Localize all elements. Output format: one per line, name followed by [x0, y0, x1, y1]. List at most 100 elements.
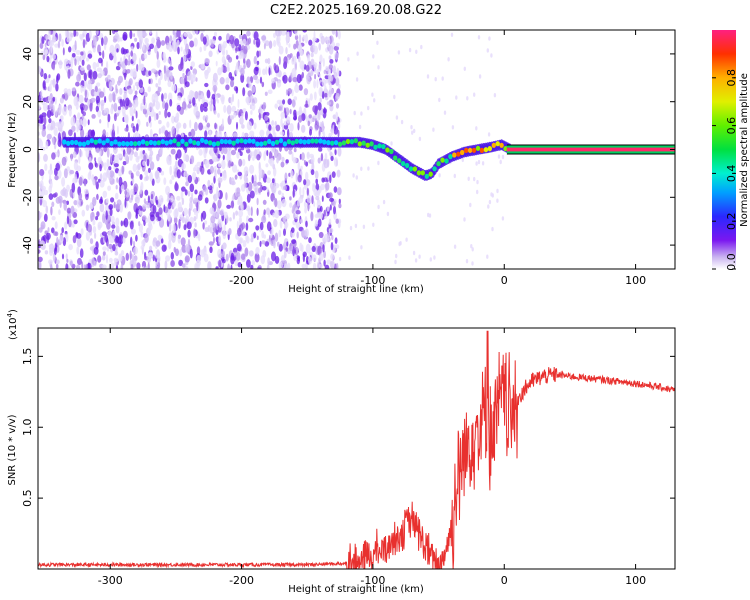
noise-speck — [130, 236, 133, 246]
colorbar-tick-label: 0.8 — [725, 69, 738, 87]
signal-point — [310, 138, 315, 144]
noise-speck — [265, 66, 268, 76]
noise-speck — [120, 184, 125, 192]
noise-speck — [173, 208, 178, 219]
noise-speck — [165, 255, 171, 262]
noise-speck — [119, 88, 123, 95]
noise-speck — [251, 260, 256, 266]
noise-speck — [209, 246, 213, 253]
noise-speck — [108, 93, 113, 103]
noise-speck — [349, 225, 353, 231]
noise-speck — [267, 170, 271, 176]
noise-speck — [119, 234, 122, 244]
noise-speck — [40, 71, 44, 76]
noise-speck — [52, 104, 55, 115]
noise-speck — [496, 198, 499, 203]
noise-speck — [69, 169, 75, 175]
noise-speck — [335, 42, 340, 47]
noise-speck — [38, 256, 43, 262]
signal-point — [168, 139, 173, 145]
noise-speck — [54, 175, 59, 181]
noise-speck — [97, 255, 102, 263]
noise-speck — [301, 152, 305, 161]
noise-speck — [245, 96, 250, 104]
noise-speck — [324, 85, 327, 93]
noise-speck — [78, 176, 83, 186]
noise-speck — [235, 65, 238, 76]
noise-speck — [75, 119, 81, 126]
noise-speck — [219, 172, 223, 177]
noise-speck — [58, 209, 61, 216]
noise-speck — [334, 237, 338, 245]
noise-speck — [52, 136, 55, 145]
noise-speck — [226, 66, 230, 72]
noise-speck — [189, 94, 193, 100]
noise-speck — [278, 45, 284, 55]
noise-speck — [261, 240, 266, 245]
noise-speck — [124, 189, 128, 196]
signal-point — [464, 147, 469, 153]
noise-speck — [223, 224, 226, 232]
noise-speck — [405, 237, 408, 242]
noise-speck — [92, 219, 96, 226]
noise-speck — [93, 246, 99, 255]
x-tick-label: -200 — [229, 574, 254, 587]
noise-speck — [303, 88, 309, 96]
noise-speck — [99, 148, 102, 157]
noise-speck — [196, 201, 199, 212]
noise-speck — [189, 40, 195, 48]
noise-speck — [217, 67, 223, 76]
noise-speck — [204, 82, 209, 88]
noise-speck — [55, 263, 59, 269]
noise-speck — [182, 101, 187, 110]
noise-speck — [282, 216, 286, 222]
noise-speck — [320, 183, 325, 191]
noise-speck — [181, 263, 186, 268]
noise-speck — [377, 160, 380, 166]
noise-speck — [199, 165, 202, 172]
noise-speck — [253, 39, 256, 45]
noise-speck — [38, 131, 41, 137]
noise-speck — [232, 93, 234, 103]
noise-speck — [167, 191, 170, 202]
noise-speck — [204, 197, 209, 204]
noise-speck — [271, 178, 275, 184]
y-tick-label: 1.0 — [21, 418, 34, 436]
noise-speck — [184, 255, 190, 263]
noise-speck — [487, 204, 490, 209]
signal-point — [231, 140, 236, 146]
noise-speck — [481, 161, 485, 166]
signal-point — [373, 144, 378, 150]
noise-speck — [150, 193, 154, 200]
noise-speck — [278, 229, 282, 238]
noise-speck — [305, 64, 310, 72]
noise-speck — [137, 64, 142, 71]
noise-speck — [499, 159, 502, 165]
noise-speck — [59, 97, 64, 104]
noise-speck — [215, 266, 219, 269]
noise-speck — [288, 150, 293, 155]
noise-speck — [156, 59, 161, 68]
noise-speck — [476, 189, 479, 195]
noise-speck — [87, 80, 92, 85]
noise-speck — [287, 31, 290, 37]
noise-speck — [268, 124, 272, 131]
noise-speck — [321, 91, 325, 100]
noise-speck — [219, 77, 225, 85]
signal-point — [156, 140, 161, 146]
signal-point — [330, 140, 335, 146]
noise-speck — [190, 155, 195, 165]
noise-speck — [337, 147, 342, 157]
noise-speck — [314, 74, 317, 80]
noise-speck — [320, 153, 324, 162]
noise-speck — [150, 214, 155, 222]
noise-speck — [141, 260, 147, 269]
noise-speck — [175, 153, 178, 161]
signal-point — [475, 145, 481, 151]
noise-speck — [268, 40, 273, 49]
noise-speck — [249, 130, 255, 137]
noise-speck — [254, 187, 258, 193]
noise-speck — [147, 51, 151, 56]
noise-speck — [46, 109, 52, 119]
noise-speck — [412, 250, 416, 256]
